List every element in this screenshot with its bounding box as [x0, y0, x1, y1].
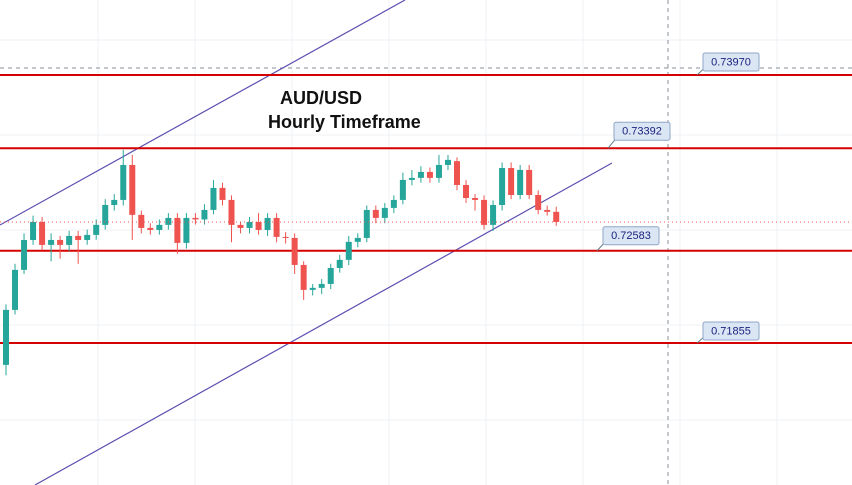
channel-line	[34, 162, 613, 485]
candle-body	[282, 236, 289, 238]
level-label: 0.73392	[622, 126, 662, 138]
candle-body	[210, 187, 217, 210]
candle-body	[526, 169, 533, 195]
candle-body	[417, 171, 424, 178]
candle-body	[481, 199, 488, 225]
candle-body	[219, 187, 226, 200]
candle-body	[336, 259, 343, 268]
candle-body	[381, 207, 388, 218]
candle-body	[454, 161, 460, 185]
candle-body	[472, 198, 479, 200]
chart-subtitle: Hourly Timeframe	[268, 112, 421, 132]
candle-body	[93, 224, 100, 235]
candle-body	[426, 171, 433, 178]
candle-body	[228, 199, 235, 225]
candle-body	[508, 168, 515, 195]
candle-body	[264, 217, 271, 230]
candle-body	[463, 184, 470, 199]
candle-body	[165, 217, 172, 225]
level-label: 0.72583	[611, 230, 651, 242]
channel-line	[0, 0, 406, 226]
candle-body	[3, 309, 9, 365]
candle-body	[174, 217, 181, 243]
candle-body	[490, 204, 497, 225]
candle-body	[363, 209, 370, 238]
candle-body	[309, 287, 316, 290]
candle-body	[84, 234, 91, 240]
candle-body	[300, 264, 307, 290]
candle-body	[499, 168, 506, 205]
levels: 0.73970 0.73392 0.72583 0.71855	[0, 52, 852, 344]
candle-body	[12, 269, 19, 310]
candle-body	[111, 199, 118, 205]
level-label-box	[702, 52, 760, 72]
level-label: 0.73970	[711, 56, 751, 68]
candle-body	[75, 235, 82, 240]
candle-body	[390, 199, 397, 208]
candle-body	[273, 217, 280, 237]
candle-body	[246, 221, 253, 228]
candle-body	[408, 177, 415, 180]
candle-body	[318, 283, 325, 288]
candle-body	[66, 235, 73, 245]
candles	[0, 149, 852, 376]
candle-body	[129, 164, 136, 215]
candle-body	[30, 221, 37, 240]
candle-body	[553, 211, 560, 222]
candle-body	[192, 217, 199, 220]
level-label-box	[613, 121, 671, 141]
candle-body	[444, 159, 451, 165]
candle-body	[57, 239, 64, 245]
level-label-box	[602, 226, 660, 246]
candle-body	[255, 221, 262, 230]
candle-body	[435, 164, 442, 178]
candle-body	[237, 224, 244, 228]
candle-body	[138, 214, 145, 228]
candle-body	[39, 221, 46, 245]
candle-body	[48, 239, 55, 245]
candle-body	[291, 237, 298, 265]
candle-body	[120, 164, 127, 200]
candle-body	[183, 217, 190, 243]
level-label-box	[702, 321, 760, 341]
candle-body	[156, 224, 163, 230]
candle-body	[354, 237, 361, 242]
level-label: 0.71855	[711, 325, 751, 337]
candle-body	[345, 241, 352, 260]
chart-title: AUD/USD	[280, 88, 362, 108]
candle-body	[201, 209, 208, 220]
candle-body	[21, 239, 28, 270]
candle-body	[517, 169, 524, 195]
candle-body	[535, 194, 542, 210]
candle-body	[544, 209, 551, 212]
candle-body	[372, 209, 379, 218]
candle-body	[147, 227, 154, 230]
candle-body	[102, 204, 109, 225]
candle-body	[327, 267, 334, 284]
candle-body	[399, 179, 406, 200]
